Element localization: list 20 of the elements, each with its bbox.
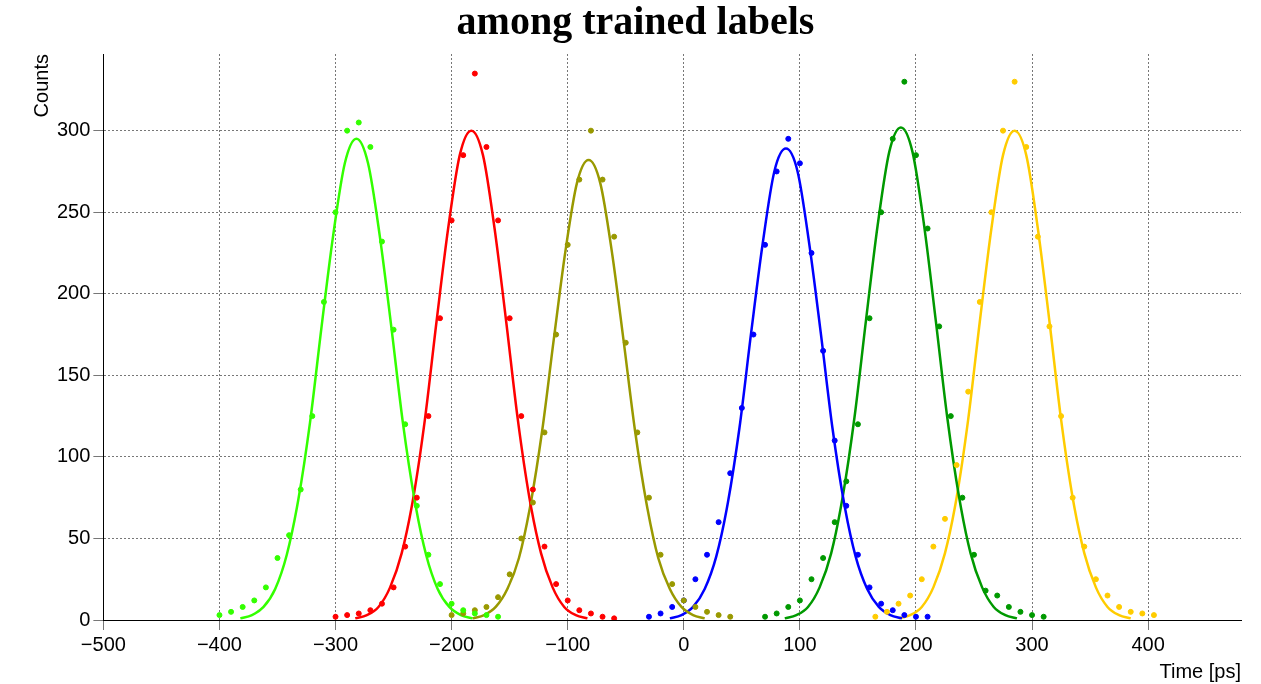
y-tick-label: 300	[56, 118, 91, 141]
x-tick-label: −400	[196, 632, 242, 655]
y-tick-label: 100	[56, 444, 91, 467]
x-tick-label: −500	[80, 632, 126, 655]
chart-title: among trained labels	[456, 0, 815, 44]
x-tick-label: −100	[545, 632, 591, 655]
y-tick-label: 0	[79, 607, 91, 630]
x-tick-label: 300	[1015, 632, 1049, 655]
y-tick-label: 150	[56, 362, 91, 385]
x-tick-label: −300	[313, 632, 359, 655]
x-tick-label: 0	[678, 632, 690, 655]
x-tick-label: 400	[1131, 632, 1165, 655]
x-axis-title: Time [ps]	[1159, 659, 1241, 682]
y-axis-title: Counts	[29, 54, 52, 118]
y-tick-label: 50	[68, 525, 91, 548]
x-tick-label: 200	[899, 632, 933, 655]
y-tick-label: 250	[56, 199, 91, 222]
x-tick-label: 100	[783, 632, 817, 655]
x-tick-label: −200	[429, 632, 475, 655]
y-tick-label: 200	[56, 281, 91, 304]
